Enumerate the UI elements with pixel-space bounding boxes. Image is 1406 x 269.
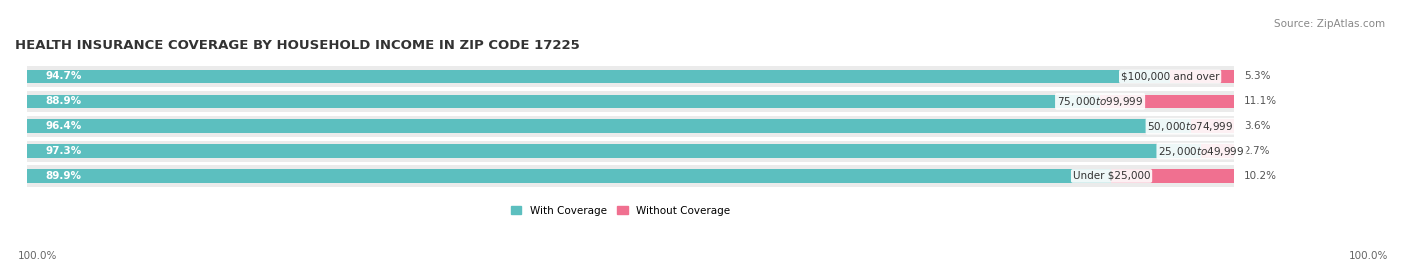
Bar: [27, 140, 1234, 162]
Bar: [1170, 70, 1234, 83]
Text: 3.6%: 3.6%: [1244, 121, 1270, 131]
Text: 94.7%: 94.7%: [45, 72, 82, 82]
Legend: With Coverage, Without Coverage: With Coverage, Without Coverage: [510, 206, 730, 216]
Bar: [27, 165, 1234, 186]
Bar: [27, 70, 1170, 83]
Text: 11.1%: 11.1%: [1244, 96, 1277, 106]
Bar: [1202, 144, 1234, 158]
Text: 96.4%: 96.4%: [45, 121, 82, 131]
Text: 88.9%: 88.9%: [45, 96, 82, 106]
Text: $75,000 to $99,999: $75,000 to $99,999: [1057, 95, 1143, 108]
Text: 89.9%: 89.9%: [45, 171, 82, 181]
Text: 97.3%: 97.3%: [45, 146, 82, 156]
Text: Under $25,000: Under $25,000: [1073, 171, 1150, 181]
Text: $50,000 to $74,999: $50,000 to $74,999: [1147, 120, 1234, 133]
Text: 5.3%: 5.3%: [1244, 72, 1270, 82]
Bar: [27, 144, 1202, 158]
Text: 100.0%: 100.0%: [1348, 251, 1388, 261]
Text: 10.2%: 10.2%: [1244, 171, 1277, 181]
Bar: [27, 119, 1191, 133]
Bar: [27, 91, 1234, 112]
Bar: [1099, 94, 1234, 108]
Bar: [27, 169, 1112, 183]
Bar: [1111, 169, 1234, 183]
Bar: [27, 116, 1234, 137]
Text: $25,000 to $49,999: $25,000 to $49,999: [1159, 145, 1244, 158]
Text: 2.7%: 2.7%: [1244, 146, 1270, 156]
Text: $100,000 and over: $100,000 and over: [1121, 72, 1219, 82]
Bar: [27, 66, 1234, 87]
Bar: [1191, 119, 1234, 133]
Text: Source: ZipAtlas.com: Source: ZipAtlas.com: [1274, 19, 1385, 29]
Text: HEALTH INSURANCE COVERAGE BY HOUSEHOLD INCOME IN ZIP CODE 17225: HEALTH INSURANCE COVERAGE BY HOUSEHOLD I…: [15, 39, 579, 52]
Text: 100.0%: 100.0%: [18, 251, 58, 261]
Bar: [27, 94, 1099, 108]
